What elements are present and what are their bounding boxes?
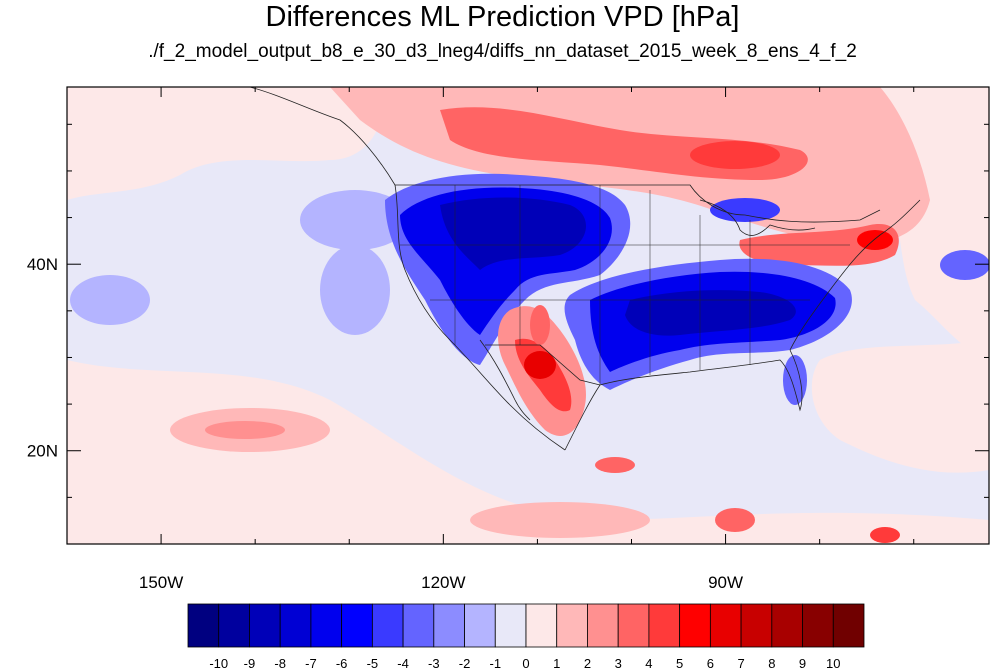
colorbar-label: -5 bbox=[367, 656, 379, 671]
colorbar-swatch bbox=[341, 603, 373, 648]
pacific-negative-patch-north bbox=[300, 190, 410, 250]
colorbar-swatch bbox=[310, 603, 343, 648]
colorbar-label: 0 bbox=[522, 656, 529, 671]
colorbar-swatch bbox=[709, 603, 742, 648]
pacific-positive-core bbox=[205, 421, 285, 439]
chart-title: Differences ML Prediction VPD [hPa] bbox=[265, 1, 740, 33]
us-mexico-border bbox=[485, 344, 601, 386]
lon-tick-label: 150W bbox=[139, 573, 183, 592]
colorbar-swatch bbox=[433, 603, 465, 648]
colorbar-label: -10 bbox=[209, 656, 228, 671]
axis-ticks bbox=[66, 87, 989, 545]
positive-anomaly-ocean-south bbox=[67, 360, 989, 544]
colorbar-swatch bbox=[402, 603, 435, 648]
lon-tick-label: 120W bbox=[421, 573, 465, 592]
colorbar-label: 7 bbox=[737, 656, 744, 671]
colorbar-swatch bbox=[679, 603, 711, 648]
canada-positive-peak bbox=[690, 141, 780, 169]
colorbar-label: 6 bbox=[707, 656, 714, 671]
colorbar-swatch bbox=[249, 603, 281, 648]
colorbar-swatch bbox=[494, 603, 527, 648]
gulf-coast bbox=[564, 349, 803, 451]
lat-tick-label: 20N bbox=[27, 442, 58, 461]
colorbar-label: 1 bbox=[553, 656, 560, 671]
north-america-west-coast bbox=[249, 87, 566, 451]
colorbar-swatch bbox=[617, 603, 650, 648]
colorbar-label: -6 bbox=[336, 656, 348, 671]
positive-anomaly-ocean-northwest bbox=[67, 87, 383, 200]
baja-positive-patch bbox=[530, 305, 550, 345]
pacific-negative-patch-mid bbox=[320, 245, 390, 335]
mexico-positive-peak bbox=[524, 351, 556, 379]
colorbar-swatch bbox=[187, 603, 220, 648]
northeast-positive-peak bbox=[857, 230, 893, 250]
western-us-negative-peak bbox=[440, 197, 587, 270]
colorbar-swatch bbox=[525, 603, 558, 648]
colorbar-label: -9 bbox=[244, 656, 256, 671]
lat-tick-label: 40N bbox=[27, 255, 58, 274]
colorbar-swatch bbox=[371, 603, 404, 648]
colorbar-swatch bbox=[802, 603, 834, 648]
florida-negative-patch bbox=[783, 355, 807, 405]
colorbar-label: -3 bbox=[428, 656, 440, 671]
colorbar-swatch bbox=[556, 603, 588, 648]
colorbar-label: 2 bbox=[584, 656, 591, 671]
colorbar-label: 8 bbox=[768, 656, 775, 671]
lon-tick-label: 90W bbox=[708, 573, 743, 592]
us-canada-border bbox=[395, 184, 881, 223]
great-lakes-negative-patch bbox=[710, 198, 780, 222]
anomaly-field bbox=[67, 87, 989, 544]
caribbean-positive-patch bbox=[715, 508, 755, 532]
chart-subtitle: ./f_2_model_output_b8_e_30_d3_lneg4/diff… bbox=[148, 41, 857, 62]
colorbar-swatch bbox=[464, 603, 496, 648]
positive-anomaly-atlantic bbox=[811, 340, 989, 473]
colorbar-label: -8 bbox=[274, 656, 286, 671]
central-america-positive-patch bbox=[870, 527, 900, 543]
axis-tick-labels: 150W 120W 90W 40N 20N bbox=[27, 255, 743, 592]
colorbar-label: 9 bbox=[799, 656, 806, 671]
east-coast bbox=[789, 199, 921, 351]
colorbar-swatch bbox=[771, 603, 803, 648]
baja-coast bbox=[479, 339, 531, 421]
colorbar-swatch bbox=[279, 603, 312, 648]
great-lakes bbox=[699, 199, 816, 236]
tropics-positive-patch bbox=[470, 502, 650, 538]
colorbar-swatch bbox=[648, 603, 681, 648]
colorbar-label: 3 bbox=[615, 656, 622, 671]
atlantic-negative-patch bbox=[940, 250, 989, 280]
gulf-positive-patch bbox=[595, 457, 635, 473]
colorbar-label: -1 bbox=[489, 656, 501, 671]
colorbar-swatch bbox=[218, 603, 250, 648]
colorbar-label: 5 bbox=[676, 656, 683, 671]
colorbar-label: -7 bbox=[305, 656, 317, 671]
colorbar-label: -2 bbox=[459, 656, 471, 671]
colorbar-swatch bbox=[740, 603, 773, 648]
colorbar: -10 -9 -8 -7 -6 -5 -4 -3 -2 -1 0 1 2 3 4 5 6 7 8 9 10 bbox=[187, 603, 865, 671]
colorbar-label: 4 bbox=[645, 656, 652, 671]
map-frame bbox=[66, 86, 990, 545]
colorbar-label: 10 bbox=[826, 656, 840, 671]
colorbar-swatch bbox=[832, 603, 865, 648]
colorbar-label: -4 bbox=[397, 656, 409, 671]
southeast-us-negative-peak bbox=[625, 290, 796, 336]
colorbar-swatch bbox=[587, 603, 619, 648]
pacific-negative-patch-west bbox=[70, 275, 150, 325]
state-boundaries bbox=[400, 185, 850, 385]
coastlines bbox=[249, 87, 921, 451]
